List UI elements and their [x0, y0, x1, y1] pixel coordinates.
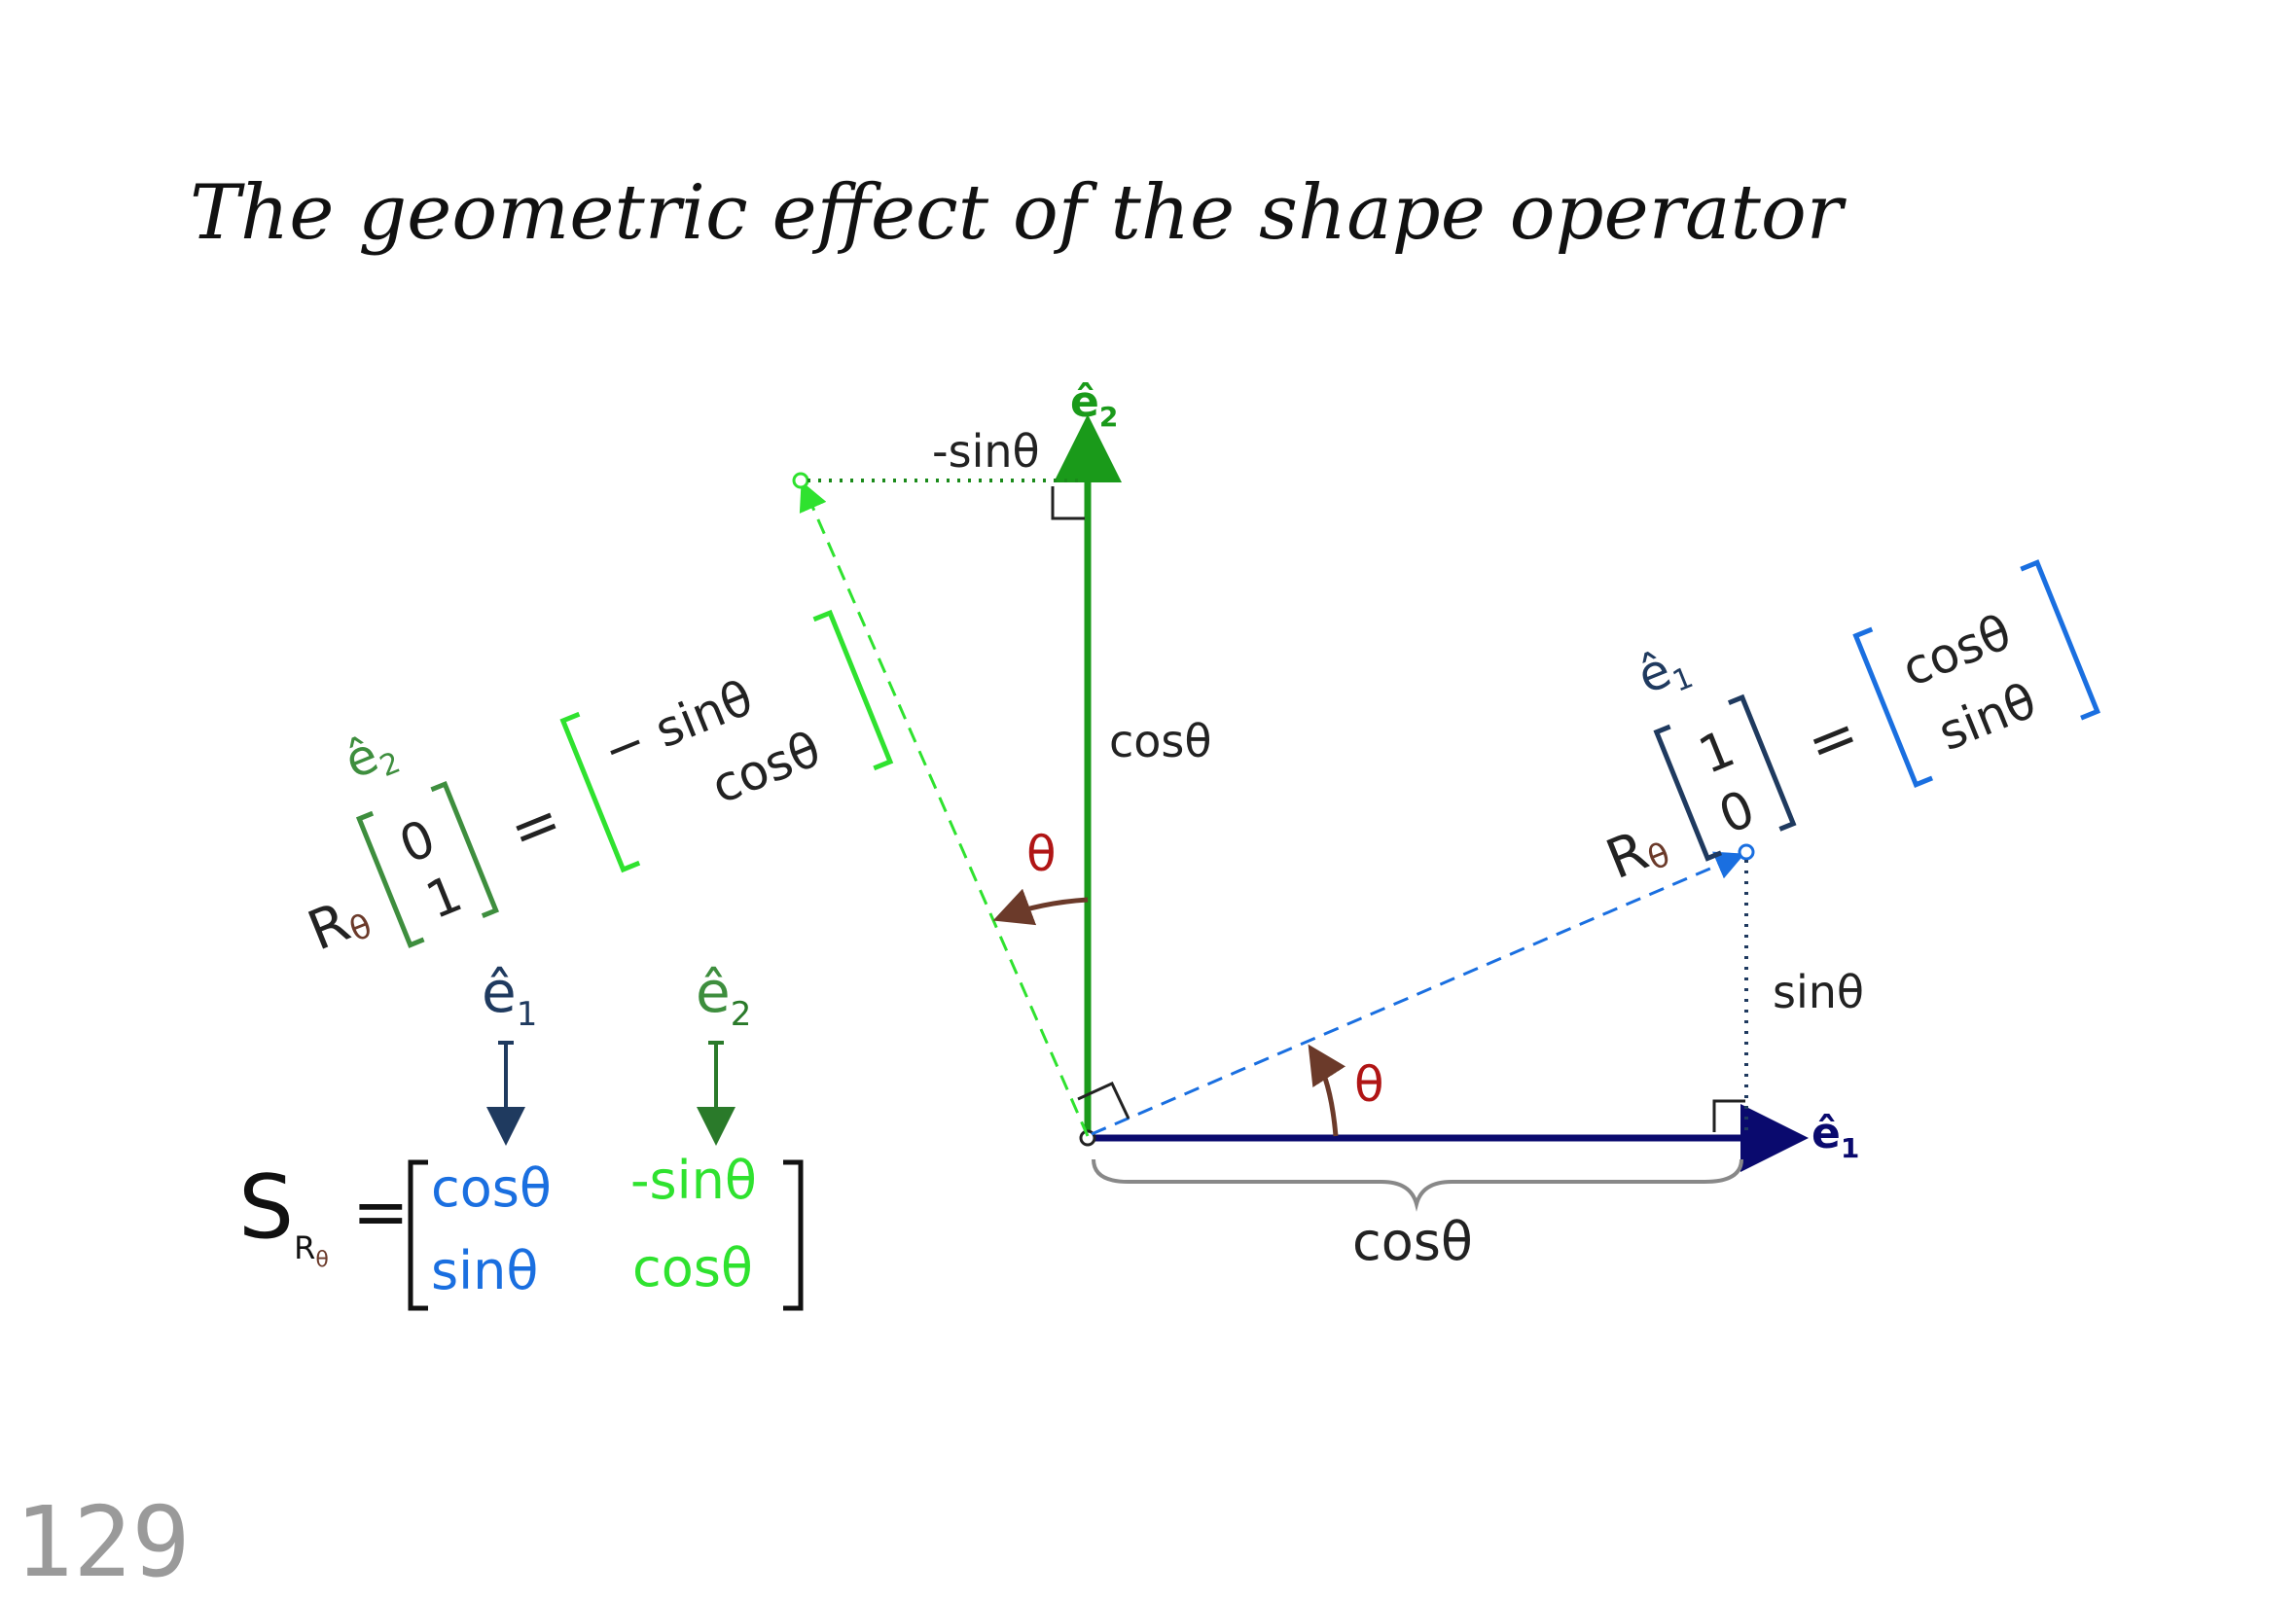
right-angle-bottom — [1712, 1099, 1745, 1132]
origin-point — [1079, 1129, 1096, 1147]
left-eq-output-bracket-right — [812, 609, 894, 771]
right-eq-output-bottom: sinθ — [1931, 672, 2045, 762]
right-eq-input-bracket-left — [1653, 724, 1723, 862]
cos-vertical-label: cosθ — [1109, 715, 1212, 767]
shape-operator-matrix: ê1 ê2 SRθ = cosθ -sinθ sinθ cosθ — [238, 959, 804, 1311]
theta-lower-label: θ — [1354, 1056, 1384, 1113]
right-angle-origin — [1077, 1082, 1130, 1120]
cos-brace — [1092, 1158, 1743, 1212]
right-eq-output-bracket-right — [2020, 559, 2101, 721]
right-eq-hat-label: ê1 — [1630, 634, 1698, 710]
cos-bottom-label: cosθ — [1352, 1211, 1473, 1272]
matrix-equals: = — [352, 1172, 410, 1252]
matrix-r1c2: -sinθ — [630, 1150, 757, 1211]
rotated-e2-tip — [792, 472, 809, 489]
right-angle-top — [1051, 486, 1085, 520]
sin-right-label: sinθ — [1773, 966, 1864, 1018]
matrix-r2c2: cosθ — [632, 1237, 753, 1298]
matrix-bracket-right — [783, 1159, 804, 1311]
left-eq-input-bottom: 1 — [418, 865, 470, 931]
right-eq-equals: = — [1798, 698, 1869, 780]
rotated-e2-vector — [799, 480, 1090, 1137]
rotated-e1-vector — [1091, 851, 1745, 1136]
right-eq-input-bottom: 0 — [1711, 780, 1763, 846]
left-eq-operator: Rθ — [300, 883, 377, 965]
theta-arc-upper — [992, 888, 1089, 926]
page-number: 129 — [15, 1485, 191, 1595]
right-eq-input-bracket-right — [1727, 693, 1797, 832]
right-eq-input-top: 1 — [1691, 720, 1742, 786]
right-eq-output-bracket-left — [1852, 626, 1934, 788]
right-equation: ê1 Rθ 1 0 = cosθ sinθ — [1597, 559, 2101, 893]
left-equation: ê2 Rθ 0 1 = − sinθ cosθ — [300, 609, 894, 965]
page-title: The geometric effect of the shape operat… — [190, 169, 1848, 257]
left-eq-equals: = — [500, 786, 571, 868]
left-eq-hat-label: ê2 — [337, 720, 405, 796]
left-eq-input-bracket-left — [355, 810, 425, 948]
neg-sin-label: -sinθ — [932, 425, 1040, 478]
e2-axis-label: ê2 — [1070, 377, 1118, 433]
matrix-col2-label: ê2 — [696, 959, 751, 1034]
matrix-bracket-left — [408, 1159, 428, 1311]
left-eq-output-bracket-left — [559, 711, 641, 873]
left-eq-input-bracket-right — [430, 780, 500, 918]
right-eq-operator: Rθ — [1597, 811, 1675, 893]
e1-axis-label: ê1 — [1812, 1109, 1859, 1164]
matrix-r2c1: sinθ — [431, 1240, 538, 1301]
theta-upper-label: θ — [1026, 826, 1057, 882]
theta-arc-lower — [1308, 1044, 1346, 1137]
matrix-r1c1: cosθ — [431, 1157, 552, 1219]
matrix-lhs: SRθ — [238, 1156, 329, 1272]
rotated-e1-tip — [1738, 843, 1755, 861]
matrix-col1-label: ê1 — [482, 959, 537, 1034]
left-eq-input-top: 0 — [392, 809, 444, 875]
